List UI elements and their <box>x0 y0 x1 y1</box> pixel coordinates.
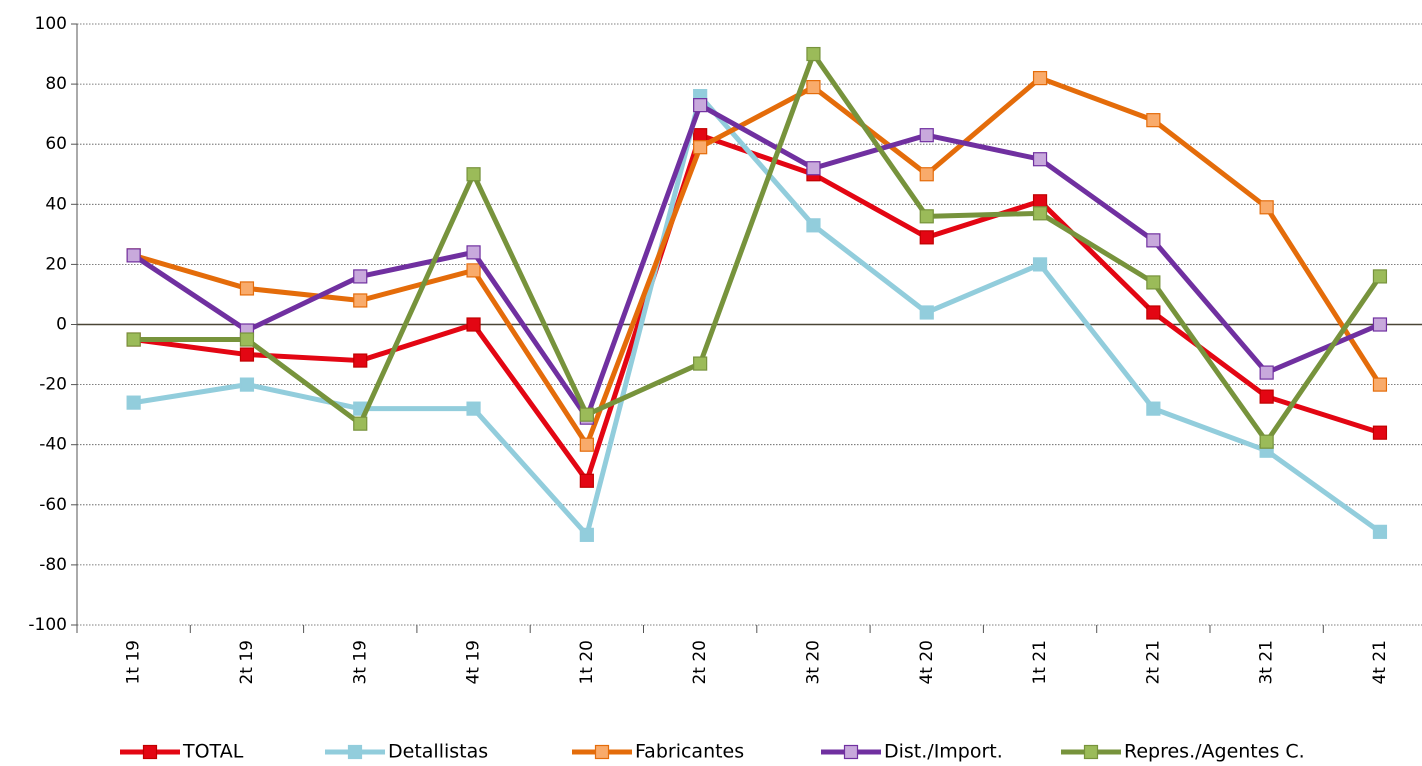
marker <box>126 332 141 347</box>
marker <box>1032 152 1048 167</box>
y-tick-label: 100 <box>35 14 67 34</box>
marker <box>1259 434 1274 449</box>
marker <box>466 317 481 332</box>
marker <box>239 332 255 347</box>
x-tick-label: 1t 19 <box>124 640 144 685</box>
marker <box>806 46 821 62</box>
marker <box>1146 305 1161 320</box>
y-tick-label: -60 <box>39 495 67 515</box>
marker <box>579 527 594 542</box>
x-tick-label: 1t 20 <box>577 640 597 685</box>
x-tick-label: 1t 21 <box>1030 640 1050 685</box>
legend-label: Repres./Agentes C. <box>1124 741 1305 763</box>
y-tick-label: -40 <box>39 435 67 455</box>
marker <box>126 395 141 410</box>
x-tick-label: 2t 20 <box>690 640 710 685</box>
legend-label: TOTAL <box>182 741 244 763</box>
legend-marker <box>142 744 158 760</box>
y-tick-label: -80 <box>39 555 67 575</box>
legend-marker <box>594 744 610 760</box>
marker <box>239 377 255 392</box>
legend-label: Fabricantes <box>635 741 744 763</box>
marker <box>919 128 934 143</box>
marker <box>919 209 934 224</box>
series-line <box>132 102 1381 421</box>
legend-marker <box>843 744 859 760</box>
marker <box>579 407 594 422</box>
marker <box>466 167 481 182</box>
x-tick-label: 4t 20 <box>917 640 937 685</box>
legend-marker <box>1083 744 1099 760</box>
x-tick-label: 3t 21 <box>1257 640 1277 685</box>
legend-marker <box>347 744 363 760</box>
marker <box>1146 275 1161 290</box>
y-tick-label: 0 <box>56 315 67 335</box>
marker <box>579 473 594 488</box>
x-tick-label: 3t 19 <box>350 640 370 685</box>
series-line <box>133 132 1381 484</box>
marker <box>693 98 708 113</box>
x-tick-label: 3t 20 <box>803 640 823 685</box>
marker <box>806 80 821 95</box>
marker <box>1032 194 1048 209</box>
marker <box>1032 70 1048 86</box>
marker <box>1372 317 1388 332</box>
marker <box>693 356 708 371</box>
marker <box>353 353 368 368</box>
marker <box>353 269 368 284</box>
marker <box>919 305 934 320</box>
marker <box>1259 365 1274 380</box>
marker <box>1259 389 1274 404</box>
marker <box>1146 233 1161 248</box>
marker <box>466 401 481 416</box>
marker <box>1032 206 1048 221</box>
marker <box>919 230 934 245</box>
x-tick-label: 2t 19 <box>237 640 257 685</box>
marker <box>1259 200 1274 215</box>
y-tick-label: -100 <box>28 615 67 635</box>
marker <box>693 128 708 143</box>
marker <box>1372 425 1388 440</box>
marker <box>806 161 821 176</box>
marker <box>919 167 934 182</box>
marker <box>1372 524 1388 539</box>
series-line <box>132 75 1383 448</box>
marker <box>1146 113 1161 128</box>
marker <box>806 218 821 233</box>
marker <box>239 347 255 362</box>
legend-label: Dist./Import. <box>884 741 1003 763</box>
y-tick-label: 40 <box>45 194 67 214</box>
marker <box>1146 401 1161 416</box>
y-tick-label: 20 <box>45 254 67 274</box>
x-tick-label: 2t 21 <box>1143 640 1163 685</box>
y-tick-label: 80 <box>45 74 67 94</box>
marker <box>466 263 481 278</box>
marker <box>239 281 255 296</box>
marker <box>1032 257 1048 272</box>
marker <box>1372 269 1388 284</box>
marker <box>579 437 594 452</box>
legend-label: Detallistas <box>388 741 488 763</box>
y-tick-label: -20 <box>39 375 67 395</box>
x-tick-label: 4t 21 <box>1370 640 1390 685</box>
y-tick-label: 60 <box>45 134 67 154</box>
x-tick-label: 4t 19 <box>464 640 484 685</box>
series-line <box>133 51 1383 445</box>
marker <box>1372 377 1388 392</box>
marker <box>353 293 368 308</box>
marker <box>693 140 708 155</box>
marker <box>126 248 141 263</box>
series-line <box>133 93 1382 538</box>
marker <box>353 416 368 431</box>
marker <box>466 245 481 260</box>
